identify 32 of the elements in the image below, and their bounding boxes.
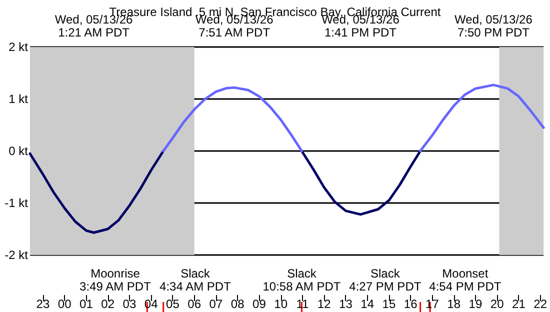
- y-tick-label: -1 kt: [4, 196, 29, 210]
- ref-line-label: Slack 4:27 PM PDT: [349, 266, 422, 294]
- ref-line-label: Moonset 4:54 PM PDT: [429, 266, 502, 294]
- x-tick-label: 18: [447, 297, 461, 311]
- x-tick-label: 12: [317, 297, 332, 311]
- x-tick-label: 05: [166, 297, 180, 311]
- x-tick-label: 10: [274, 297, 288, 311]
- x-tick-label: 07: [209, 297, 223, 311]
- x-tick-label: 02: [101, 297, 115, 311]
- x-tick-label: 21: [512, 297, 526, 311]
- x-tick-label: 19: [468, 297, 482, 311]
- x-tick-label: 15: [382, 297, 396, 311]
- x-tick-label: 20: [490, 297, 504, 311]
- x-tick-label: 00: [58, 297, 72, 311]
- x-tick-label: 13: [339, 297, 353, 311]
- y-tick-label: 0 kt: [8, 144, 29, 158]
- text: Wed, 05/13/26 7:50 PM PDT: [454, 12, 533, 40]
- x-tick-label: 22: [534, 297, 548, 311]
- x-tick-label: 14: [360, 297, 374, 311]
- x-tick-label: 16: [404, 297, 418, 311]
- x-tick-label: 23: [36, 297, 50, 311]
- x-tick-label: 08: [230, 297, 245, 311]
- y-tick-label: 1 kt: [8, 92, 29, 106]
- ref-line-label: Slack 4:34 AM PDT: [160, 266, 232, 294]
- x-tick-label: 09: [252, 297, 266, 311]
- x-tick-label: 06: [188, 297, 202, 311]
- y-tick-label: 2 kt: [8, 40, 29, 54]
- ref-line-label: Slack 10:58 AM PDT: [262, 266, 342, 294]
- x-tick-label: 03: [122, 297, 136, 311]
- y-tick-label: -2 kt: [4, 248, 29, 262]
- ref-line-label: Moonrise 3:49 AM PDT: [80, 266, 152, 294]
- x-tick-label: 01: [80, 297, 94, 311]
